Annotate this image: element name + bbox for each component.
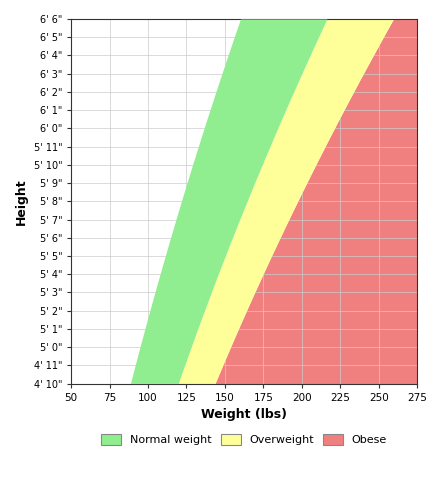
X-axis label: Weight (lbs): Weight (lbs) [201,408,287,421]
Y-axis label: Height: Height [15,178,28,224]
Legend: Normal weight, Overweight, Obese: Normal weight, Overweight, Obese [95,428,392,451]
